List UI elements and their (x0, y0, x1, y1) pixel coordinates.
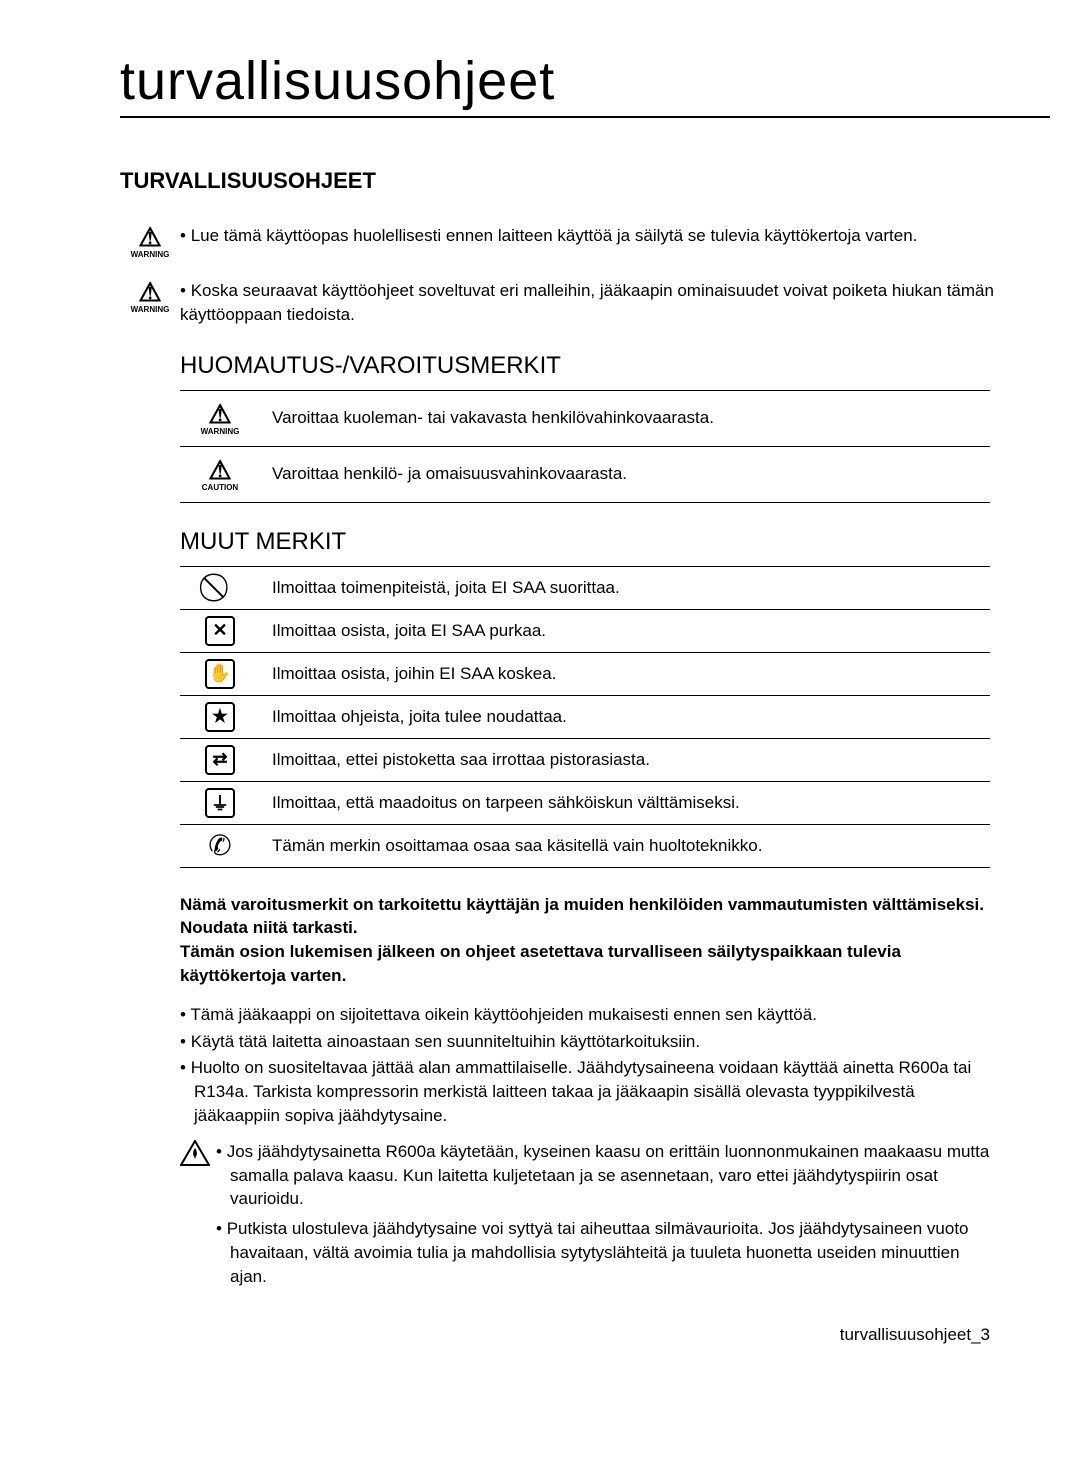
symbol-row-caution: ⚠CAUTION Varoittaa henkilö- ja omaisuusv… (180, 446, 990, 502)
other-symbols-table: ⃠ Ilmoittaa toimenpiteistä, joita EI SAA… (180, 566, 990, 868)
warning-block-2: ⚠ WARNING • Koska seuraavat käyttöohjeet… (120, 279, 1050, 327)
symbol-desc: Ilmoittaa toimenpiteistä, joita EI SAA s… (260, 566, 990, 609)
symbol-desc: Ilmoittaa, ettei pistoketta saa irrottaa… (260, 738, 990, 781)
table-row: ⏚ Ilmoittaa, että maadoitus on tarpeen s… (180, 781, 990, 824)
bullet-list: Tämä jääkaappi on sijoitettava oikein kä… (180, 1003, 990, 1128)
no-unplug-icon: ⇄ (205, 745, 235, 775)
list-item: Tämä jääkaappi on sijoitettava oikein kä… (180, 1003, 990, 1027)
section-title: TURVALLISUUSOHJEET (120, 168, 1050, 194)
caution-icon: ⚠CAUTION (180, 446, 260, 502)
page-footer: turvallisuusohjeet_3 (60, 1325, 990, 1345)
table-row: ✕ Ilmoittaa osista, joita EI SAA purkaa. (180, 609, 990, 652)
warning-icon: ⚠ WARNING (120, 279, 180, 314)
ground-icon: ⏚ (205, 788, 235, 818)
no-disassemble-icon: ✕ (205, 616, 235, 646)
list-item: Käytä tätä laitetta ainoastaan sen suunn… (180, 1030, 990, 1054)
must-follow-icon: ★ (205, 702, 235, 732)
symbol-desc: Ilmoittaa, että maadoitus on tarpeen säh… (260, 781, 990, 824)
service-icon: ✆ (205, 831, 235, 861)
symbol-desc: Tämän merkin osoittamaa osaa saa käsitel… (260, 824, 990, 867)
page-container: turvallisuusohjeet TURVALLISUUSOHJEET ⚠ … (60, 50, 1050, 1345)
table-row: ✆ Tämän merkin osoittamaa osaa saa käsit… (180, 824, 990, 867)
flammable-list: Jos jäähdytysainetta R600a käytetään, ky… (216, 1140, 990, 1295)
subheading-symbols: HUOMAUTUS-/VAROITUSMERKIT (180, 352, 1050, 380)
table-row: ⇄ Ilmoittaa, ettei pistoketta saa irrott… (180, 738, 990, 781)
table-row: ⃠ Ilmoittaa toimenpiteistä, joita EI SAA… (180, 566, 990, 609)
prohibit-icon: ⃠ (205, 573, 235, 603)
warning-icon: ⚠WARNING (180, 390, 260, 446)
bold-paragraph: Nämä varoitusmerkit on tarkoitettu käytt… (180, 893, 990, 988)
symbol-desc: Ilmoittaa osista, joita EI SAA purkaa. (260, 609, 990, 652)
list-item: Putkista ulostuleva jäähdytysaine voi sy… (216, 1217, 990, 1288)
warning-text-1: • Lue tämä käyttöopas huolellisesti enne… (180, 224, 1050, 248)
list-item: Huolto on suositeltavaa jättää alan amma… (180, 1056, 990, 1127)
warning-block-1: ⚠ WARNING • Lue tämä käyttöopas huolelli… (120, 224, 1050, 259)
symbol-desc: Ilmoittaa osista, joihin EI SAA koskea. (260, 652, 990, 695)
symbol-table: ⚠WARNING Varoittaa kuoleman- tai vakavas… (180, 390, 990, 503)
symbol-row-warning: ⚠WARNING Varoittaa kuoleman- tai vakavas… (180, 390, 990, 446)
table-row: ✋ Ilmoittaa osista, joihin EI SAA koskea… (180, 652, 990, 695)
no-touch-icon: ✋ (205, 659, 235, 689)
flammable-block: Jos jäähdytysainetta R600a käytetään, ky… (180, 1140, 990, 1295)
flammable-icon (180, 1140, 216, 1295)
warning-icon: ⚠ WARNING (120, 224, 180, 259)
main-title: turvallisuusohjeet (120, 50, 1050, 118)
subheading-other: MUUT MERKIT (180, 528, 1050, 556)
warning-text-2: • Koska seuraavat käyttöohjeet soveltuva… (180, 279, 1050, 327)
list-item: Jos jäähdytysainetta R600a käytetään, ky… (216, 1140, 990, 1211)
symbol-desc: Ilmoittaa ohjeista, joita tulee noudatta… (260, 695, 990, 738)
table-row: ★ Ilmoittaa ohjeista, joita tulee noudat… (180, 695, 990, 738)
symbol-desc: Varoittaa kuoleman- tai vakavasta henkil… (260, 390, 990, 446)
symbol-desc: Varoittaa henkilö- ja omaisuusvahinkovaa… (260, 446, 990, 502)
